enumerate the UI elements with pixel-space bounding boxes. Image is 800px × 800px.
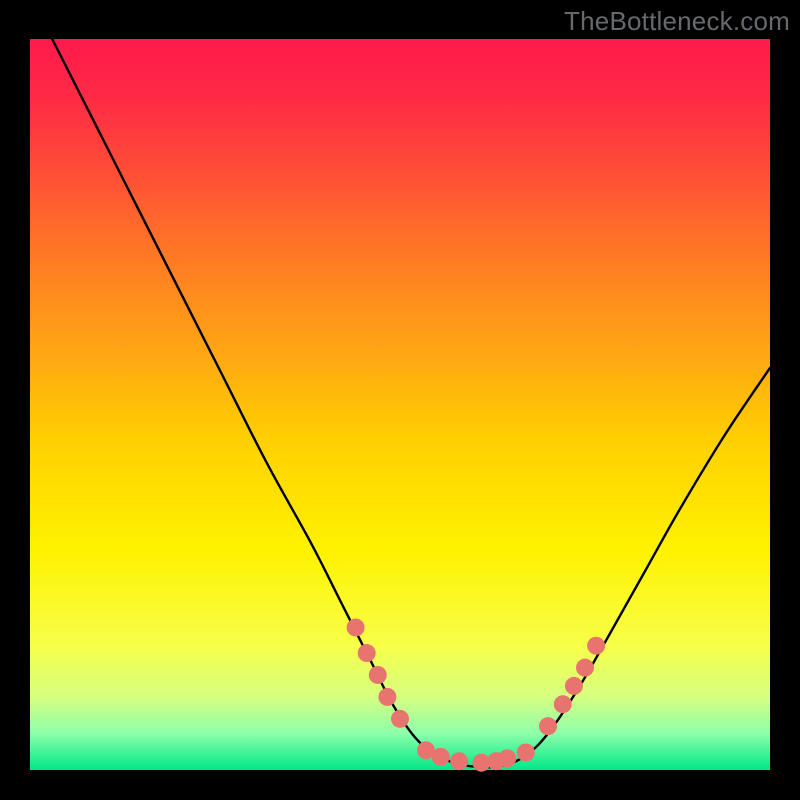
marker-dot [347,618,365,636]
marker-dot [539,717,557,735]
marker-dot [576,659,594,677]
marker-dot [587,637,605,655]
marker-dot [432,748,450,766]
marker-dot [391,710,409,728]
chart-frame: TheBottleneck.com [0,0,800,800]
marker-dot [358,644,376,662]
marker-dot [565,677,583,695]
marker-dot [378,688,396,706]
marker-dot [517,743,535,761]
marker-dot [554,695,572,713]
marker-dot [369,666,387,684]
marker-dot [498,749,516,767]
marker-dot [450,752,468,770]
plot-background [30,39,770,770]
bottleneck-chart [0,0,800,800]
